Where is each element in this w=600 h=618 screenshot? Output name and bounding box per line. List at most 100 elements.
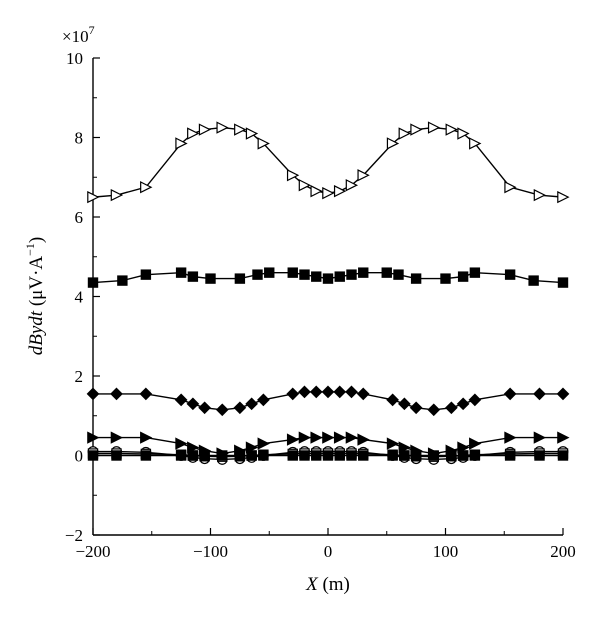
data-point [346,450,357,461]
ticks-layer: −200 −100 0 100 200 −2 0 2 4 6 8 10 [65,49,576,561]
data-point [469,450,481,461]
data-point [286,387,300,401]
data-point [528,275,539,286]
data-point [333,385,347,399]
data-point [216,121,229,134]
data-point [387,450,398,461]
data-point [456,397,470,411]
data-point [140,269,152,280]
data-point [140,431,153,444]
data-point [357,169,370,182]
data-point [298,385,311,399]
x-tick-label: 0 [324,542,333,561]
data-point [245,397,258,411]
data-point [311,450,322,461]
series-3 [86,385,570,417]
data-point [322,273,334,284]
data-point [187,441,200,454]
data-point [110,431,124,444]
data-point [257,393,270,407]
data-point [399,450,410,461]
data-point [410,123,423,136]
data-point [264,267,275,278]
data-point [322,450,334,461]
data-point [356,387,370,401]
axes [92,58,563,536]
data-point [187,271,199,282]
data-point [299,450,310,461]
data-point [410,450,422,461]
data-point [457,271,469,282]
data-point [398,441,411,454]
data-point [87,190,100,204]
data-point [246,450,257,461]
data-point [257,437,270,450]
data-point [557,431,570,444]
data-point [445,123,458,136]
data-point [393,269,404,280]
data-point [234,450,246,461]
y-tick-label: 8 [75,129,84,148]
data-point [346,269,357,280]
x-tick-label: 200 [550,542,576,561]
data-point [533,387,546,401]
data-point [469,437,482,450]
y-tick-label: 10 [66,49,83,68]
data-point [139,387,153,401]
data-point [175,137,188,150]
data-point [468,393,482,407]
series-2 [87,267,569,288]
data-point [557,277,569,288]
data-point [345,431,359,444]
y-tick-label: −2 [65,526,83,545]
series-1 [87,121,570,204]
data-point [87,277,99,288]
series-line [92,126,564,198]
data-point [298,179,312,192]
data-point [311,271,322,282]
data-point [174,393,188,407]
y-tick-label: 0 [75,447,84,466]
data-point [287,267,298,278]
data-point [187,450,199,461]
data-point [504,431,517,444]
data-point [205,273,216,284]
x-tick-label: 100 [433,542,459,561]
data-point [87,431,100,444]
data-point [398,397,411,411]
data-point [386,393,399,407]
data-point [556,387,570,401]
x-tick-label: −100 [193,542,228,561]
data-point [428,450,439,461]
data-point [287,450,298,461]
data-point [457,441,470,454]
data-point [258,450,269,461]
data-point [117,275,128,286]
data-point [322,431,335,444]
series-layer [86,121,570,465]
data-point [86,387,100,401]
data-point [469,267,481,278]
data-point [345,179,359,192]
data-point [445,401,458,415]
data-point [410,273,422,284]
data-point [503,387,517,401]
data-point [469,137,482,150]
data-point [334,271,345,282]
data-point [386,437,400,450]
data-point [457,450,469,461]
data-point [398,127,411,140]
data-point [199,450,210,461]
data-point [358,450,369,461]
data-point [175,267,187,278]
y-tick-label: 4 [75,288,84,307]
data-point [298,431,312,444]
data-point [309,385,323,399]
data-point [215,403,229,417]
data-point [504,450,516,461]
data-point [333,431,347,444]
data-point [427,121,441,134]
data-point [252,269,263,280]
data-point [186,397,200,411]
